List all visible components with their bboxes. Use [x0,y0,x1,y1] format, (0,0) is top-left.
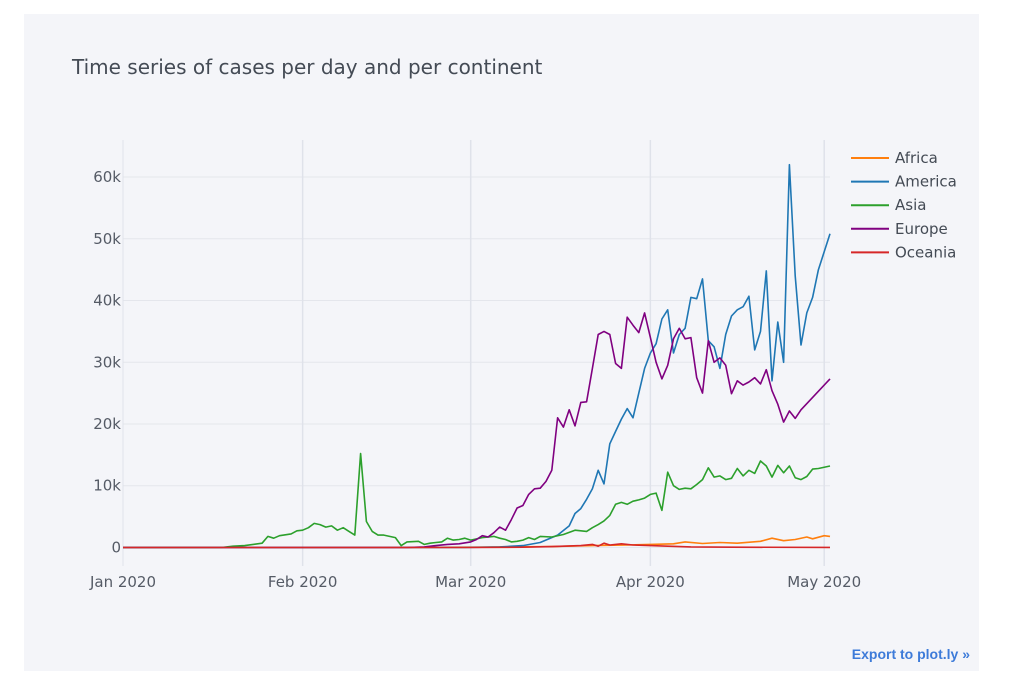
x-tick-label: Apr 2020 [616,573,685,591]
x-tick-label: Jan 2020 [89,573,156,591]
series-line-asia[interactable] [123,452,831,549]
axis-layer: 0 10k 20k 30k 40k 50k 60k Jan 2020 Feb 2020 Mar 2… [89,168,861,591]
legend-label: Asia [895,196,926,214]
chart-panel [24,14,979,671]
legend-item-america[interactable]: America [851,173,957,191]
x-tick-label: May 2020 [787,573,861,591]
y-tick-label: 20k [93,415,121,433]
legend-item-africa[interactable]: Africa [851,149,938,167]
y-tick-label: 50k [93,230,121,248]
grid-layer [122,140,830,566]
legend[interactable]: Africa America Asia Europe Oceania [851,149,957,261]
legend-label: Europe [895,220,948,238]
legend-label: America [895,173,957,191]
x-tick-label: Feb 2020 [268,573,338,591]
series-line-oceania[interactable] [123,542,831,549]
series-line-america[interactable] [123,163,831,549]
legend-item-oceania[interactable]: Oceania [851,243,956,261]
legend-item-asia[interactable]: Asia [851,196,926,214]
legend-item-europe[interactable]: Europe [851,220,948,238]
export-to-plotly-link[interactable]: Export to plot.ly » [851,646,970,662]
series-line-europe[interactable] [123,312,831,549]
series-line-africa[interactable] [123,534,831,549]
y-tick-label: 0 [111,538,121,556]
y-tick-label: 40k [93,292,121,310]
x-tick-label: Mar 2020 [435,573,506,591]
series-layer [123,163,831,549]
y-tick-label: 10k [93,477,121,495]
y-tick-label: 30k [93,353,121,371]
y-tick-label: 60k [93,168,121,186]
legend-label: Africa [895,149,938,167]
chart-title: Time series of cases per day and per con… [72,55,543,79]
legend-label: Oceania [895,243,956,261]
